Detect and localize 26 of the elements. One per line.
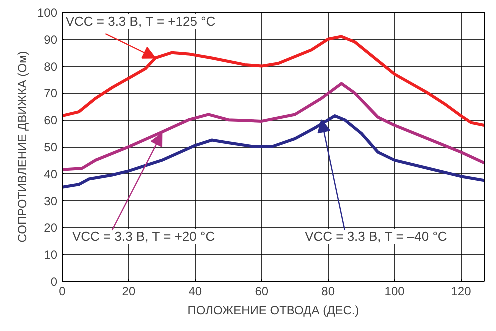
line-series bbox=[62, 114, 484, 189]
y-tick-label: 40 bbox=[44, 167, 58, 182]
line-series bbox=[62, 82, 484, 172]
x-axis-title: ПОЛОЖЕНИЕ ОТВОДА (ДЕС.) bbox=[188, 304, 360, 318]
y-tick-label: 0 bbox=[50, 275, 58, 289]
y-tick-label: 70 bbox=[44, 86, 58, 101]
x-tick-label: 40 bbox=[188, 284, 202, 298]
y-tick-label: 10 bbox=[44, 248, 58, 262]
annotation: VCC = 3.3 В, T = –40 °C bbox=[305, 229, 448, 244]
y-tick-label: 80 bbox=[44, 60, 58, 74]
y-axis-title: СОПРОТИВЛЕНИЕ ДВИЖКА (Ом) bbox=[15, 51, 30, 243]
x-tick-label: 60 bbox=[255, 284, 269, 298]
y-tick-label: 100 bbox=[37, 6, 58, 20]
y-tick-label: 90 bbox=[44, 32, 58, 47]
line-series bbox=[62, 35, 484, 127]
annotation: VCC = 3.3 В, T = +125 °C bbox=[66, 14, 216, 29]
x-tick-label: 100 bbox=[384, 284, 406, 298]
x-tick-label: 80 bbox=[322, 284, 336, 298]
x-tick-label: 0 bbox=[59, 284, 66, 298]
y-tick-label: 60 bbox=[44, 114, 58, 128]
y-tick-label: 20 bbox=[44, 221, 58, 236]
x-tick-label: 20 bbox=[122, 284, 136, 298]
annotation: VCC = 3.3 В, T = +20 °C bbox=[72, 229, 216, 244]
y-tick-label: 50 bbox=[44, 140, 58, 154]
y-tick-label: 30 bbox=[44, 194, 58, 208]
x-tick-label: 120 bbox=[451, 284, 472, 298]
